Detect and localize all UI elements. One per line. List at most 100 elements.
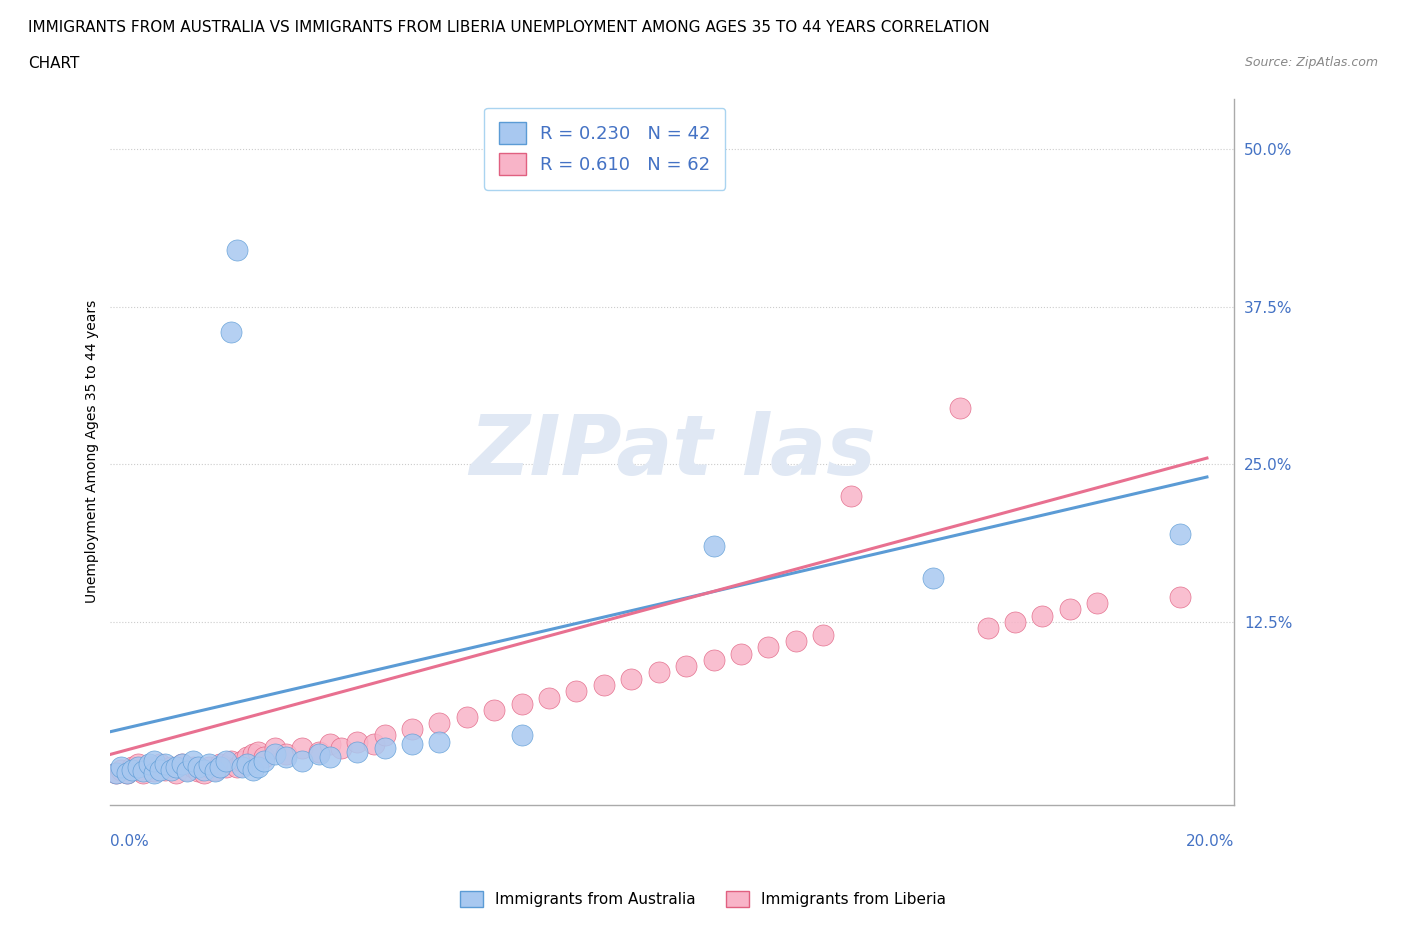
Text: 20.0%: 20.0% [1187,834,1234,849]
Point [143,764,166,778]
Text: ZIPat las: ZIPat las [470,411,876,492]
Point [620,671,643,686]
Point [127,760,149,775]
Point [1168,590,1191,604]
Point [170,757,193,772]
Point [811,627,834,642]
Point [121,760,143,775]
Point [510,728,533,743]
Point [236,757,259,772]
Point [132,764,155,778]
Point [236,750,259,764]
Point [374,728,396,743]
Point [346,735,368,750]
Point [319,750,342,764]
Point [198,760,221,775]
Point [187,764,209,778]
Point [176,764,198,778]
Point [456,709,478,724]
Point [159,762,181,777]
Point [976,621,998,636]
Point [756,640,779,655]
Point [176,762,198,777]
Point [209,760,232,775]
Legend: Immigrants from Australia, Immigrants from Liberia: Immigrants from Australia, Immigrants fr… [454,884,952,913]
Point [143,766,166,781]
Point [565,684,588,698]
Point [482,703,505,718]
Point [291,740,314,755]
Point [401,722,423,737]
Point [138,757,160,772]
Point [181,760,204,775]
Point [193,766,215,781]
Point [204,764,226,778]
Point [291,753,314,768]
Point [510,697,533,711]
Point [319,737,342,751]
Point [225,243,247,258]
Legend: R = 0.230   N = 42, R = 0.610   N = 62: R = 0.230 N = 42, R = 0.610 N = 62 [485,108,725,190]
Point [204,762,226,777]
Point [127,762,149,777]
Point [209,757,232,772]
Point [1004,615,1026,630]
Point [1059,602,1081,617]
Point [187,760,209,775]
Point [247,744,270,759]
Point [374,740,396,755]
Text: Source: ZipAtlas.com: Source: ZipAtlas.com [1244,56,1378,69]
Point [115,766,138,781]
Point [264,740,287,755]
Point [127,757,149,772]
Point [363,737,385,751]
Point [308,744,330,759]
Point [647,665,669,680]
Point [730,646,752,661]
Point [155,757,177,772]
Y-axis label: Unemployment Among Ages 35 to 44 years: Unemployment Among Ages 35 to 44 years [86,300,100,604]
Point [104,766,127,781]
Point [949,400,972,415]
Point [1031,608,1053,623]
Point [1085,595,1108,610]
Point [702,652,724,667]
Text: 0.0%: 0.0% [111,834,149,849]
Text: CHART: CHART [28,56,80,71]
Point [149,757,172,772]
Point [170,757,193,772]
Point [121,762,143,777]
Point [115,766,138,781]
Point [253,750,276,764]
Point [155,762,177,777]
Point [675,658,697,673]
Point [219,753,242,768]
Point [159,760,181,775]
Point [110,760,132,775]
Point [231,753,253,768]
Point [219,325,242,339]
Point [242,747,264,762]
Point [308,747,330,762]
Text: IMMIGRANTS FROM AUSTRALIA VS IMMIGRANTS FROM LIBERIA UNEMPLOYMENT AMONG AGES 35 : IMMIGRANTS FROM AUSTRALIA VS IMMIGRANTS … [28,20,990,35]
Point [225,760,247,775]
Point [231,760,253,775]
Point [346,744,368,759]
Point [214,760,236,775]
Point [214,753,236,768]
Point [702,538,724,553]
Point [181,753,204,768]
Point [110,762,132,777]
Point [138,760,160,775]
Point [401,737,423,751]
Point [592,678,614,693]
Point [427,735,450,750]
Point [921,570,943,585]
Point [785,633,807,648]
Point [329,740,352,755]
Point [149,762,172,777]
Point [253,753,276,768]
Point [839,488,862,503]
Point [274,747,297,762]
Point [165,766,187,781]
